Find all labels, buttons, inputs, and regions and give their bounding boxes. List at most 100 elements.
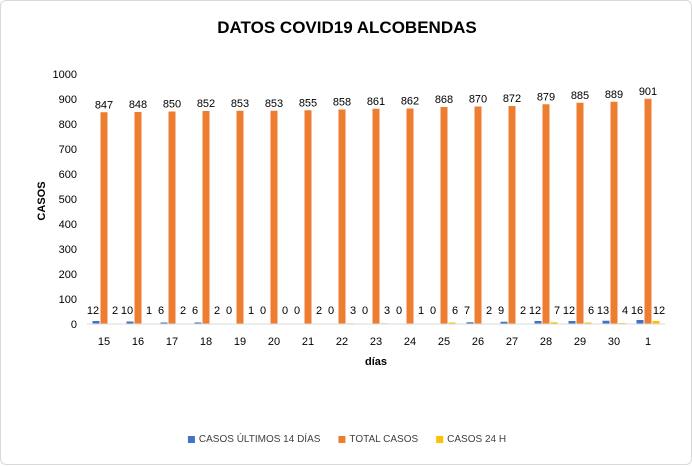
data-label: 852 (197, 98, 215, 110)
data-label: 12 (87, 305, 99, 317)
bar-series-1 (509, 106, 516, 324)
bar-series-0 (637, 320, 644, 324)
data-label: 6 (158, 305, 164, 317)
data-label: 2 (520, 305, 526, 317)
y-tick-label: 500 (59, 194, 77, 206)
data-label: 1 (248, 305, 254, 317)
x-tick-label: 27 (506, 336, 518, 348)
data-label: 872 (503, 93, 521, 105)
x-tick-label: 15 (98, 336, 110, 348)
data-label: 2 (112, 305, 118, 317)
data-label: 2 (316, 305, 322, 317)
x-tick-label: 20 (268, 336, 280, 348)
bar-series-1 (441, 107, 448, 324)
data-label: 1 (146, 305, 152, 317)
bar-series-1 (305, 110, 312, 324)
data-label: 848 (129, 99, 147, 111)
x-tick-label: 17 (166, 336, 178, 348)
data-label: 0 (362, 305, 368, 317)
bar-series-1 (169, 112, 176, 325)
data-label: 16 (631, 305, 643, 317)
data-label: 2 (486, 305, 492, 317)
data-label: 0 (430, 305, 436, 317)
x-tick-label: 23 (370, 336, 382, 348)
x-tick-label: 29 (574, 336, 586, 348)
x-tick-label: 19 (234, 336, 246, 348)
legend-item: CASOS ÚLTIMOS 14 DÍAS (188, 432, 321, 445)
y-tick-label: 200 (59, 269, 77, 281)
data-label: 862 (401, 96, 419, 108)
bar-series-1 (237, 111, 244, 324)
x-tick-label: 21 (302, 336, 314, 348)
data-label: 2 (214, 305, 220, 317)
legend-swatch (188, 436, 195, 443)
x-tick-label: 24 (404, 336, 416, 348)
legend-item: TOTAL CASOS (338, 434, 418, 445)
data-label: 4 (622, 305, 628, 317)
data-label: 885 (571, 90, 589, 102)
data-label: 0 (226, 305, 232, 317)
data-label: 1 (418, 305, 424, 317)
bar-series-1 (373, 109, 380, 324)
data-label: 0 (294, 305, 300, 317)
x-axis-label: días (365, 356, 387, 368)
data-label: 0 (282, 305, 288, 317)
y-tick-label: 100 (59, 294, 77, 306)
data-label: 12 (529, 305, 541, 317)
data-label: 853 (265, 98, 283, 110)
bar-series-1 (543, 104, 550, 324)
y-tick-label: 400 (59, 219, 77, 231)
y-tick-label: 300 (59, 244, 77, 256)
data-label: 3 (350, 305, 356, 317)
legend-label: CASOS 24 H (447, 434, 506, 445)
bar-series-1 (611, 102, 618, 324)
legend-swatch (338, 436, 345, 443)
bar-series-1 (101, 112, 108, 324)
legend-item: CASOS 24 H (436, 434, 506, 445)
data-label: 889 (605, 89, 623, 101)
bar-series-1 (203, 111, 210, 324)
y-tick-label: 600 (59, 169, 77, 181)
data-label: 853 (231, 98, 249, 110)
legend-swatch (436, 436, 443, 443)
data-label: 850 (163, 99, 181, 111)
data-label: 6 (588, 305, 594, 317)
x-tick-label: 26 (472, 336, 484, 348)
bars (93, 99, 660, 324)
data-label: 6 (192, 305, 198, 317)
data-label: 0 (396, 305, 402, 317)
y-tick-label: 0 (71, 319, 77, 331)
legend-label: CASOS ÚLTIMOS 14 DÍAS (199, 432, 321, 445)
x-tick-label: 28 (540, 336, 552, 348)
data-label: 0 (328, 305, 334, 317)
x-tick-label: 18 (200, 336, 212, 348)
data-label: 861 (367, 96, 385, 108)
data-label: 6 (452, 305, 458, 317)
data-label: 0 (260, 305, 266, 317)
x-tick-label: 16 (132, 336, 144, 348)
bar-series-1 (645, 99, 652, 324)
data-label: 2 (180, 305, 186, 317)
data-label: 12 (563, 305, 575, 317)
data-label: 12 (653, 305, 665, 317)
data-label: 7 (554, 305, 560, 317)
bar-series-1 (475, 107, 482, 325)
chart-title: DATOS COVID19 ALCOBENDAS (217, 18, 476, 37)
data-label: 3 (384, 305, 390, 317)
data-label: 901 (639, 86, 657, 98)
y-tick-label: 700 (59, 144, 77, 156)
data-label: 868 (435, 94, 453, 106)
y-axis-label: CASOS (36, 181, 48, 220)
data-label: 9 (498, 305, 504, 317)
x-tick-label: 22 (336, 336, 348, 348)
bar-series-1 (339, 110, 346, 325)
data-label: 7 (464, 305, 470, 317)
data-label: 13 (597, 305, 609, 317)
x-tick-label: 30 (608, 336, 620, 348)
x-tick-label: 25 (438, 336, 450, 348)
data-label: 10 (121, 305, 133, 317)
